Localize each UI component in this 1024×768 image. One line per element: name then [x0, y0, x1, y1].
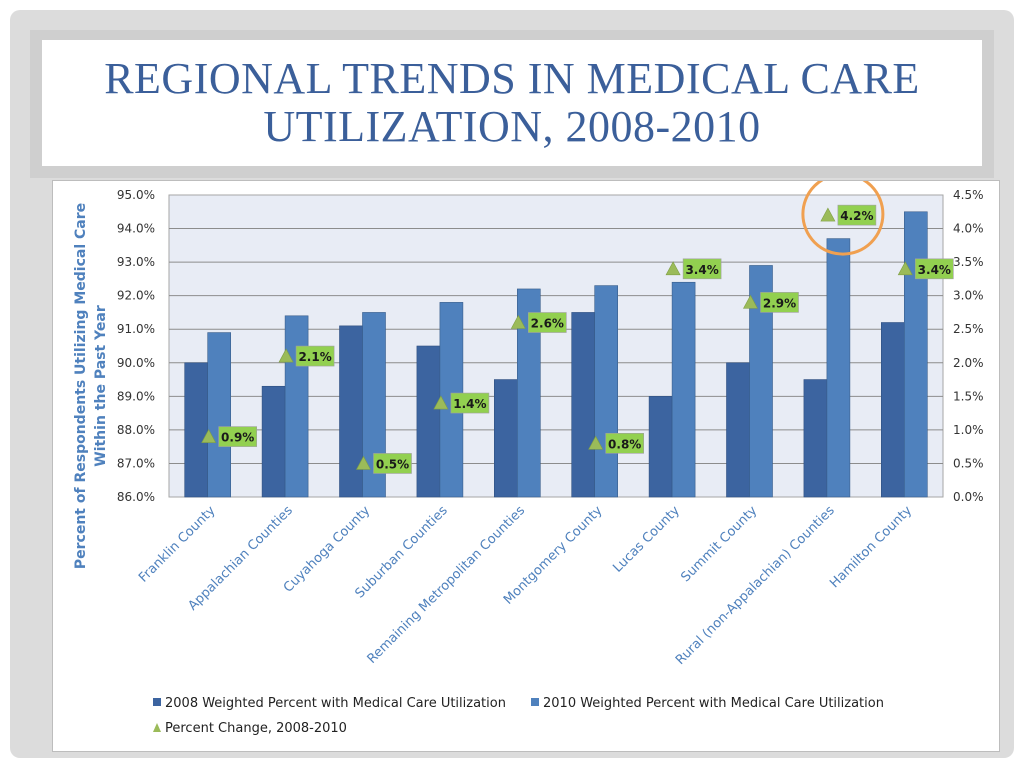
y2-tick-label: 3.0%	[953, 289, 984, 303]
y-tick-label: 94.0%	[117, 222, 155, 236]
data-label-box	[682, 258, 722, 280]
data-label: 0.9%	[221, 431, 254, 445]
data-label-box	[218, 426, 257, 447]
bar-2008	[803, 379, 828, 498]
data-label-box	[527, 312, 567, 333]
data-label-box	[605, 433, 645, 454]
bar-2008	[339, 325, 363, 498]
data-label: 1.4%	[453, 397, 486, 411]
slide-title: REGIONAL TRENDS IN MEDICAL CARE UTILIZAT…	[104, 55, 920, 151]
legend-swatch-change	[153, 723, 161, 732]
bar-2010	[903, 211, 928, 498]
y2-tick-label: 4.0%	[953, 222, 984, 236]
legend-swatch-2010	[531, 698, 539, 706]
y-axis-title: Percent of Respondents Utilizing Medical…	[73, 203, 89, 569]
bar-2008	[880, 322, 905, 498]
bar-2010	[516, 288, 541, 498]
bar-2008	[571, 312, 596, 498]
bar-2010	[749, 265, 773, 498]
bar-2010	[207, 332, 231, 498]
highlight-circle	[801, 181, 885, 256]
chart: 86.0% 87.0% 88.0% 89.0% 90.0% 91.0% 92.0% 93.0%…	[73, 181, 984, 736]
y-tick-label: 90.0%	[117, 356, 155, 370]
y2-tick-label: 4.5%	[953, 188, 984, 202]
data-label: 2.1%	[298, 350, 331, 364]
bar-2008	[648, 396, 673, 498]
bar-2008	[416, 345, 441, 498]
percent-change-marker	[510, 314, 526, 329]
percent-change-marker	[665, 261, 681, 276]
bar-2010	[671, 281, 696, 498]
legend-label-2010: 2010 Weighted Percent with Medical Care …	[543, 696, 884, 711]
y-tick-label: 91.0%	[117, 322, 155, 336]
y-tick-label: 89.0%	[117, 389, 155, 403]
data-label-box	[914, 258, 954, 280]
y2-tick-label: 2.5%	[953, 322, 984, 336]
category-label: Lucas County	[610, 503, 683, 576]
slide-title-line2: UTILIZATION, 2008-2010	[263, 102, 761, 151]
y-tick-label: 86.0%	[117, 490, 155, 504]
y-tick-label: 88.0%	[117, 423, 155, 437]
y-tick-label: 87.0%	[117, 456, 155, 470]
percent-change-marker	[278, 348, 294, 363]
percent-change-marker	[355, 455, 372, 470]
data-label-box	[760, 292, 799, 313]
category-label: Cuyahoga County	[281, 503, 374, 596]
y2-tick-label: 0.5%	[953, 456, 984, 470]
slide-title-line1: REGIONAL TRENDS IN MEDICAL CARE	[104, 54, 920, 103]
data-label: 3.4%	[918, 263, 951, 277]
data-label-box	[450, 392, 490, 414]
data-label-box	[295, 345, 335, 367]
category-label: Hamilton County	[827, 503, 915, 591]
bar-2010	[594, 285, 619, 498]
data-label: 0.5%	[376, 457, 409, 471]
y2-tick-label: 2.0%	[953, 356, 984, 370]
data-label-box	[373, 453, 412, 474]
category-label: Remaining Metropolitan Counties	[365, 503, 529, 667]
bar-2008	[726, 362, 750, 498]
y2-tick-label: 3.5%	[953, 255, 984, 269]
title-inner: REGIONAL TRENDS IN MEDICAL CARE UTILIZAT…	[42, 40, 982, 166]
bar-2008	[261, 385, 286, 498]
y2-tick-label: 0.0%	[953, 490, 984, 504]
percent-change-marker	[897, 261, 913, 276]
legend-label-2008: 2008 Weighted Percent with Medical Care …	[165, 696, 506, 711]
bar-2010	[362, 312, 386, 498]
category-label: Rural (non-Appalachian) Counties	[673, 503, 838, 668]
legend-label-change: Percent Change, 2008-2010	[165, 721, 347, 736]
data-label: 2.6%	[531, 317, 564, 331]
y-tick-label: 93.0%	[117, 255, 155, 269]
category-label: Franklin County	[136, 503, 219, 586]
y-tick-label: 92.0%	[117, 289, 155, 303]
category-label: Summit County	[678, 503, 760, 585]
data-label-box	[837, 204, 877, 226]
percent-change-marker	[588, 435, 604, 450]
y-tick-label: 95.0%	[117, 188, 155, 202]
percent-change-marker	[820, 207, 836, 222]
bar-2008	[184, 362, 208, 498]
bar-2010	[284, 315, 309, 498]
y2-tick-label: 1.0%	[953, 423, 984, 437]
data-label: 2.9%	[763, 296, 796, 310]
bar-2010	[826, 238, 851, 498]
percent-change-marker	[742, 294, 759, 309]
chart-panel: 86.0% 87.0% 88.0% 89.0% 90.0% 91.0% 92.0% 93.0%…	[52, 180, 1000, 752]
bar-2008	[493, 379, 518, 498]
title-box: REGIONAL TRENDS IN MEDICAL CARE UTILIZAT…	[30, 30, 994, 178]
percent-change-marker	[433, 395, 449, 410]
legend-swatch-2008	[153, 698, 161, 706]
data-label: 3.4%	[685, 263, 718, 277]
data-label: 0.8%	[608, 437, 641, 451]
percent-change-marker	[201, 428, 217, 443]
y-axis-title-line2: Within the Past Year	[93, 305, 109, 467]
data-label: 4.2%	[840, 209, 873, 223]
y2-tick-label: 1.5%	[953, 389, 984, 403]
